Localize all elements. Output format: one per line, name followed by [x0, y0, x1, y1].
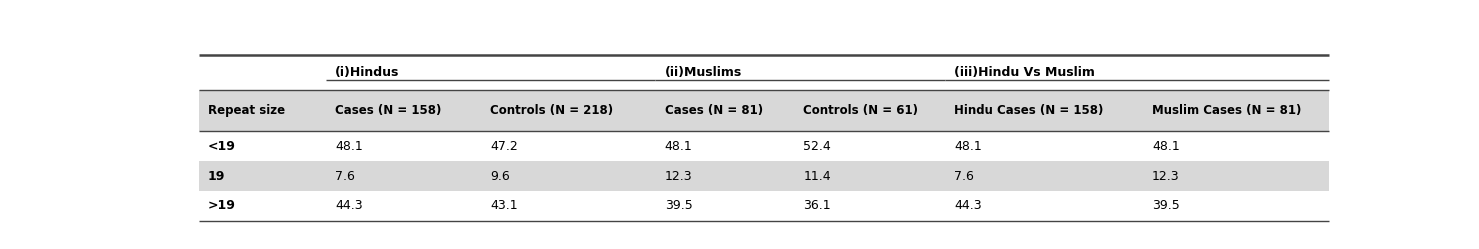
- Text: 44.3: 44.3: [954, 199, 982, 212]
- Text: (i)Hindus: (i)Hindus: [334, 66, 399, 79]
- Text: 47.2: 47.2: [491, 140, 518, 153]
- Text: 39.5: 39.5: [664, 199, 692, 212]
- Text: 48.1: 48.1: [334, 140, 362, 153]
- Text: 11.4: 11.4: [803, 170, 831, 183]
- Text: 12.3: 12.3: [664, 170, 692, 183]
- Text: Controls (N = 218): Controls (N = 218): [491, 104, 614, 117]
- Text: >19: >19: [207, 199, 235, 212]
- Bar: [198, 90, 1328, 131]
- Text: Repeat size: Repeat size: [207, 104, 285, 117]
- Text: 48.1: 48.1: [954, 140, 982, 153]
- Text: 39.5: 39.5: [1152, 199, 1180, 212]
- Text: 9.6: 9.6: [491, 170, 510, 183]
- Bar: [198, 55, 1328, 90]
- Text: Hindu Cases (N = 158): Hindu Cases (N = 158): [954, 104, 1103, 117]
- Text: <19: <19: [207, 140, 235, 153]
- Text: 48.1: 48.1: [1152, 140, 1180, 153]
- Text: 36.1: 36.1: [803, 199, 831, 212]
- Text: 12.3: 12.3: [1152, 170, 1180, 183]
- Text: 43.1: 43.1: [491, 199, 518, 212]
- Text: (ii)Muslims: (ii)Muslims: [664, 66, 742, 79]
- Text: 48.1: 48.1: [664, 140, 692, 153]
- Text: (iii)Hindu Vs Muslim: (iii)Hindu Vs Muslim: [954, 66, 1094, 79]
- Text: Cases (N = 158): Cases (N = 158): [334, 104, 441, 117]
- Text: 7.6: 7.6: [954, 170, 975, 183]
- Bar: [198, 161, 1328, 191]
- Text: 7.6: 7.6: [334, 170, 355, 183]
- Bar: [198, 131, 1328, 161]
- Text: 44.3: 44.3: [334, 199, 362, 212]
- Text: Controls (N = 61): Controls (N = 61): [803, 104, 918, 117]
- Text: Cases (N = 81): Cases (N = 81): [664, 104, 763, 117]
- Text: 52.4: 52.4: [803, 140, 831, 153]
- Text: Muslim Cases (N = 81): Muslim Cases (N = 81): [1152, 104, 1302, 117]
- Bar: [198, 191, 1328, 221]
- Text: 19: 19: [207, 170, 225, 183]
